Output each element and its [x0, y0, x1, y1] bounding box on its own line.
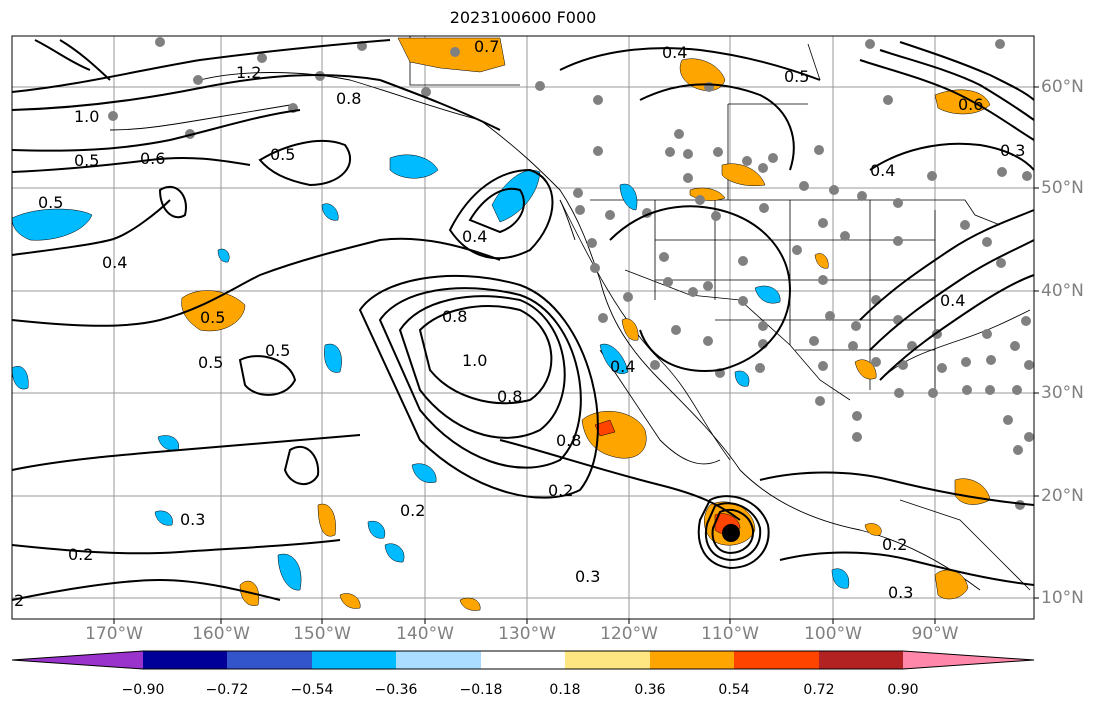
colorbar-tick-label: −0.54	[290, 682, 334, 698]
contour-label: 0.2	[882, 535, 907, 554]
lon-label: 110°W	[701, 624, 759, 644]
axis-ticks	[113, 86, 1039, 624]
lat-label: 30°N	[1041, 383, 1084, 403]
contour-label: 0.5	[784, 67, 809, 86]
colorbar-segment	[734, 651, 819, 669]
lon-label: 100°W	[804, 624, 862, 644]
colorbar-tick-label: 0.18	[549, 682, 581, 698]
lon-label: 90°W	[911, 624, 959, 644]
contour-label: 0.6	[140, 149, 165, 168]
contour-label: 0.4	[662, 43, 687, 62]
contour-label: 2	[14, 591, 24, 610]
contour-label: 0.7	[474, 37, 499, 56]
contour-label: 0.5	[200, 308, 225, 327]
colorbar-tick-label: −0.18	[459, 682, 503, 698]
lat-label: 20°N	[1041, 486, 1084, 506]
lon-label: 160°W	[192, 624, 250, 644]
contour-label: 0.3	[1000, 141, 1025, 160]
colorbar-segment	[481, 651, 565, 669]
lon-label: 150°W	[293, 624, 351, 644]
contour-label: 0.5	[270, 145, 295, 164]
contour-label: 0.4	[610, 357, 635, 376]
colorbar-tick-label: −0.36	[374, 682, 418, 698]
contour-label: 1.2	[236, 63, 261, 82]
contour-label: 1.0	[462, 351, 487, 370]
contour-label: 0.5	[198, 353, 223, 372]
lat-label: 60°N	[1041, 77, 1084, 97]
colorbar-tick-label: −0.90	[121, 682, 165, 698]
contour-label: 0.5	[38, 193, 63, 212]
anomaly-shading	[11, 37, 991, 611]
colorbar-segment	[312, 651, 396, 669]
country-state-borders	[409, 36, 1031, 591]
colorbar-tick-label: 0.90	[887, 682, 919, 698]
colorbar-outline	[11, 650, 1035, 670]
map-frame	[11, 35, 1035, 620]
colorbar-segment	[143, 651, 227, 669]
lon-label: 140°W	[396, 624, 454, 644]
contour-label: 0.3	[888, 583, 913, 602]
contour-label: 0.5	[74, 151, 99, 170]
contour-label: 0.8	[442, 307, 467, 326]
plot-area	[12, 36, 1034, 619]
contour-label: 0.5	[265, 341, 290, 360]
colorbar-segment	[227, 651, 312, 669]
colorbar-tick-label: 0.54	[718, 682, 750, 698]
colorbar	[11, 650, 1035, 670]
contour-label: 0.3	[575, 567, 600, 586]
contour-label: 0.4	[940, 291, 965, 310]
colorbar-tick-label: −0.72	[205, 682, 249, 698]
colorbar-extend-high	[903, 651, 1034, 669]
contour-label: 0.2	[400, 501, 425, 520]
colorbar-segment	[650, 651, 734, 669]
contour-label: 0.4	[870, 161, 895, 180]
colorbar-tick-label: 0.36	[634, 682, 666, 698]
map-title: 2023100600 F000	[449, 8, 597, 27]
lat-label: 10°N	[1041, 588, 1084, 608]
colorbar-segment	[819, 651, 903, 669]
storm-center-marker	[722, 524, 740, 542]
contour-label: 0.4	[102, 253, 127, 272]
contour-label: 0.2	[68, 545, 93, 564]
lat-label: 40°N	[1041, 281, 1084, 301]
colorbar-segment	[565, 651, 650, 669]
colorbar-segment	[396, 651, 481, 669]
contour-label: 0.8	[336, 89, 361, 108]
lat-label: 50°N	[1041, 178, 1084, 198]
contour-label: 0.6	[958, 95, 983, 114]
lon-label: 130°W	[498, 624, 556, 644]
contour-label: 0.8	[556, 431, 581, 450]
contour-label: 0.4	[462, 227, 487, 246]
contour-lines	[11, 39, 1035, 601]
contour-label: 0.3	[180, 510, 205, 529]
lon-label: 170°W	[85, 624, 143, 644]
lon-label: 120°W	[600, 624, 658, 644]
contour-label: 1.0	[74, 107, 99, 126]
contour-label: 0.8	[497, 387, 522, 406]
colorbar-tick-label: 0.72	[803, 682, 835, 698]
contour-label: 0.2	[548, 481, 573, 500]
colorbar-extend-low	[12, 651, 143, 669]
contour-label-group: 1.0 0.5 0.6 0.5 1.2 0.8 0.7 0.4 0.5 0.5 …	[14, 37, 1025, 610]
